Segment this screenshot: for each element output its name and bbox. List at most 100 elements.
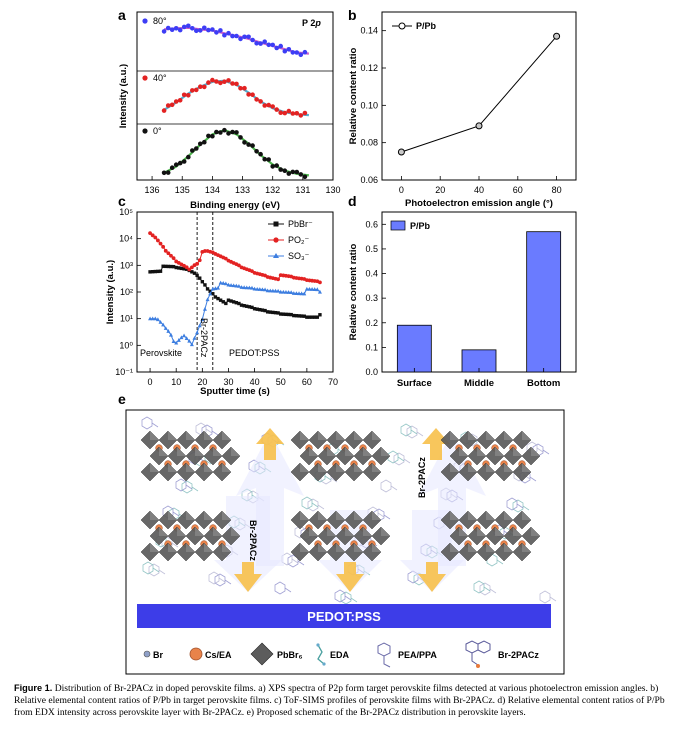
panel-b-ticks: 0 20 40 60 80 0.06 0.08 0.10 0.12 0.14 [360, 26, 561, 195]
data-point [238, 86, 243, 91]
y-tick-label: 0.0 [365, 367, 378, 377]
data-point [166, 251, 171, 256]
data-point [181, 92, 187, 98]
octahedron-highlight [186, 543, 195, 552]
caption-text: Distribution of Br-2PACz in doped perovs… [14, 683, 665, 719]
legend-marker-80 [142, 18, 148, 24]
data-point [234, 300, 239, 305]
octahedron-highlight [486, 511, 495, 520]
data-point [190, 88, 195, 93]
data-point [250, 37, 255, 43]
panel-d-data [396, 231, 562, 373]
octahedron-highlight [168, 463, 177, 472]
data-point [222, 32, 227, 38]
data-point [279, 312, 283, 316]
octahedron-highlight [531, 447, 540, 456]
data-point [179, 266, 184, 271]
octahedron-highlight [354, 543, 363, 552]
octahedron-highlight [531, 527, 540, 536]
data-point [203, 283, 207, 287]
panel-a-xps-spectra: a P 2p 80° 40° 0° 136 135 134 133 132 131 130 … [118, 7, 341, 211]
data-point [258, 99, 263, 104]
data-point [318, 280, 322, 285]
y-tick-label: 0.14 [360, 26, 378, 36]
octahedron-highlight [186, 463, 195, 472]
octahedron-highlight [522, 543, 531, 552]
panel-c-y-label: Intensity (a.u.) [105, 260, 116, 324]
data-point [302, 174, 308, 180]
data-point [161, 108, 167, 113]
octahedron-highlight [522, 463, 531, 472]
data-point [318, 313, 322, 317]
data-point [234, 283, 239, 288]
data-point [255, 286, 260, 291]
data-point [294, 169, 300, 175]
panel-b-legend-label: P/Pb [416, 21, 437, 31]
panel-e-schematic: e Br-2PACz Br-2PACz PEDOT:PSS Br Cs/EA [118, 391, 565, 675]
x-tick-label: 130 [325, 185, 340, 195]
data-point [202, 306, 207, 311]
data-point [278, 167, 284, 172]
octahedron-highlight [231, 527, 240, 536]
data-point [148, 270, 152, 274]
data-point [218, 130, 223, 135]
data-point [299, 291, 304, 296]
x-tick-label: 40 [250, 377, 260, 387]
y-tick-label: 10¹ [120, 314, 133, 324]
legend-br-2pacz: Br-2PACz [498, 650, 539, 660]
data-point [298, 113, 304, 118]
data-point [282, 110, 288, 116]
octahedron-highlight [150, 543, 159, 552]
data-point [270, 42, 276, 48]
data-point [266, 102, 272, 108]
arrow-head-up-right [422, 428, 450, 460]
octahedron-highlight [177, 527, 186, 536]
data-point [174, 265, 178, 270]
data-point [173, 162, 179, 167]
data-point [292, 313, 296, 318]
data-point [249, 285, 254, 290]
arrow-label-br2pacz-down: Br-2PACz [248, 520, 258, 561]
panel-a-x-ticks: 136 135 134 133 132 131 130 [145, 176, 341, 195]
data-point [226, 298, 231, 302]
data-point [265, 288, 270, 293]
data-point [231, 283, 236, 288]
data-point [246, 92, 251, 97]
y-tick-label: 0.4 [365, 269, 378, 279]
data-point [200, 280, 205, 284]
data-point [247, 285, 252, 290]
octahedron-highlight [195, 527, 204, 536]
x-tick-label: 136 [145, 185, 160, 195]
octahedron-highlight [504, 511, 513, 520]
data-point [173, 99, 179, 104]
data-point [242, 285, 247, 290]
data-point [239, 285, 244, 289]
data-point [230, 129, 235, 135]
series-line-0 [150, 265, 321, 318]
perovskite-octahedra [140, 430, 541, 562]
data-point [150, 316, 155, 321]
octahedron-highlight [459, 527, 468, 536]
octahedron-highlight [336, 431, 345, 440]
x-tick-label: 70 [328, 377, 338, 387]
data-point [252, 286, 257, 291]
legend-pbbr6: PbBr₆ [277, 650, 303, 660]
octahedron-highlight [468, 511, 477, 520]
data-point [289, 290, 294, 294]
data-point [234, 130, 239, 135]
data-point [226, 78, 231, 83]
cs-ea-ion-icon [189, 647, 203, 661]
octahedron-highlight [150, 431, 159, 440]
x-tick-label: 60 [513, 185, 523, 195]
y-tick-label: 10⁴ [119, 234, 133, 244]
data-point [268, 288, 273, 293]
data-point [242, 85, 247, 91]
data-point [286, 312, 291, 317]
data-point [218, 80, 223, 86]
x-tick-label: 134 [205, 185, 220, 195]
data-point [184, 265, 189, 270]
data-point [190, 270, 194, 274]
data-point [210, 77, 215, 83]
legend-marker-0 [142, 128, 148, 134]
data-point [169, 264, 173, 269]
